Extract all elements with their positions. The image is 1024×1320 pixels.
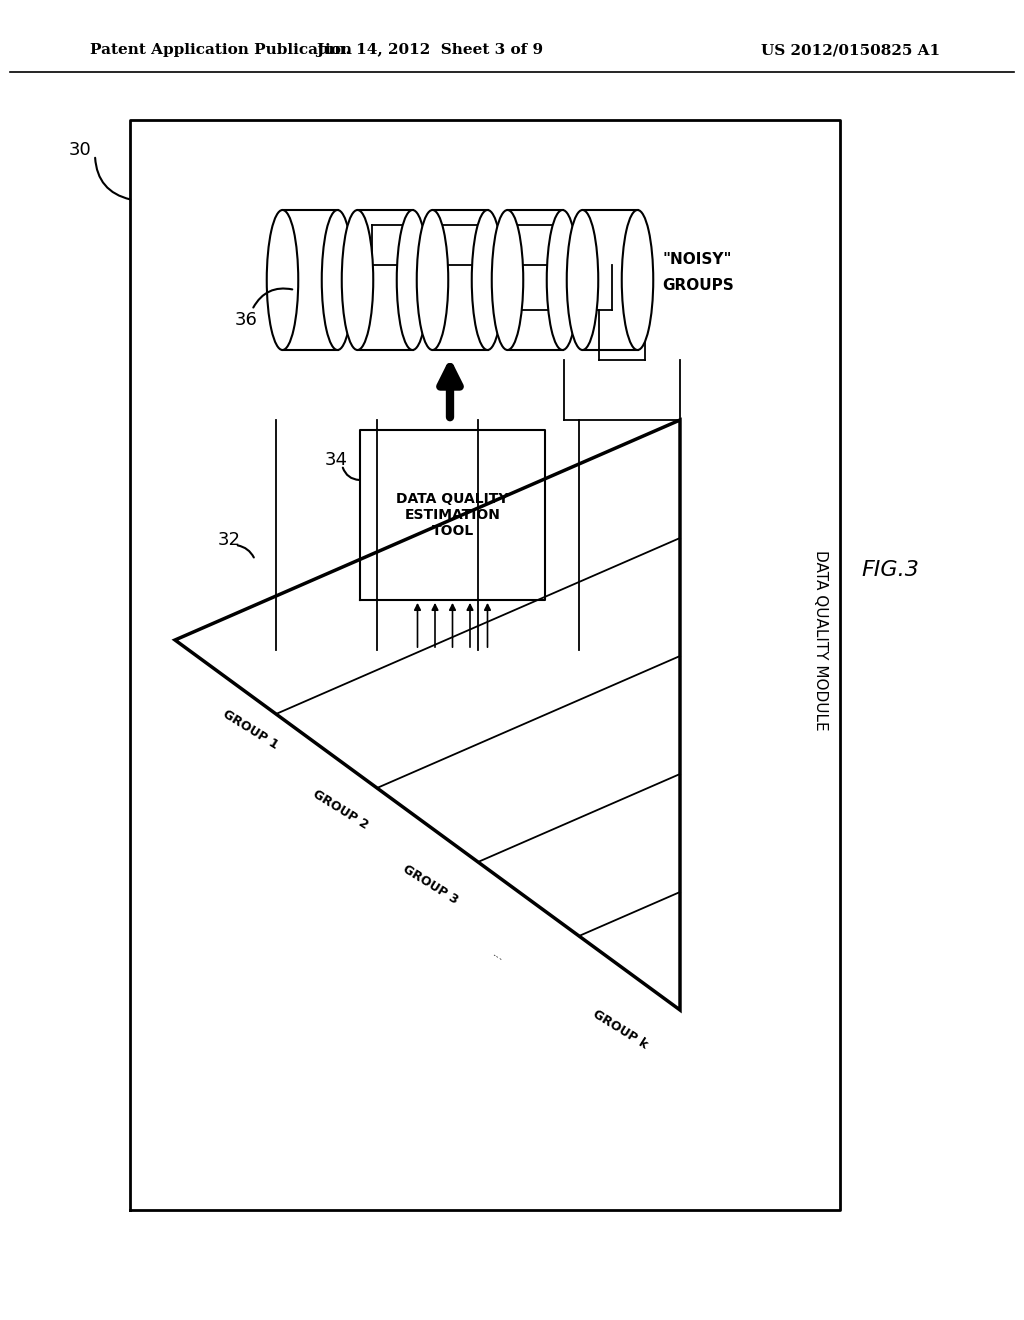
Text: US 2012/0150825 A1: US 2012/0150825 A1	[761, 44, 940, 57]
Text: "NOISY": "NOISY"	[663, 252, 732, 268]
Text: Jun. 14, 2012  Sheet 3 of 9: Jun. 14, 2012 Sheet 3 of 9	[316, 44, 544, 57]
Text: GROUP 3: GROUP 3	[400, 863, 460, 907]
Text: ...: ...	[490, 946, 507, 964]
Ellipse shape	[417, 210, 449, 350]
Text: 34: 34	[325, 451, 348, 469]
Text: 36: 36	[234, 312, 258, 329]
Text: FIG.3: FIG.3	[861, 560, 919, 579]
Ellipse shape	[566, 210, 598, 350]
Bar	[583, 210, 638, 350]
Ellipse shape	[547, 210, 579, 350]
Bar	[432, 210, 487, 350]
Text: DATA QUALITY
ESTIMATION
TOOL: DATA QUALITY ESTIMATION TOOL	[396, 492, 509, 539]
Ellipse shape	[396, 210, 428, 350]
Ellipse shape	[492, 210, 523, 350]
Text: GROUP k: GROUP k	[590, 1008, 649, 1052]
Text: GROUPS: GROUPS	[663, 277, 734, 293]
Text: 30: 30	[69, 141, 91, 158]
Bar	[283, 210, 338, 350]
Ellipse shape	[266, 210, 298, 350]
Ellipse shape	[622, 210, 653, 350]
Bar	[357, 210, 413, 350]
Text: Patent Application Publication: Patent Application Publication	[90, 44, 352, 57]
Text: 32: 32	[218, 531, 241, 549]
Ellipse shape	[342, 210, 374, 350]
Text: DATA QUALITY MODULE: DATA QUALITY MODULE	[812, 549, 827, 730]
Text: GROUP 2: GROUP 2	[310, 788, 370, 832]
Ellipse shape	[472, 210, 503, 350]
Ellipse shape	[322, 210, 353, 350]
Text: GROUP 1: GROUP 1	[220, 708, 281, 752]
Bar	[508, 210, 562, 350]
